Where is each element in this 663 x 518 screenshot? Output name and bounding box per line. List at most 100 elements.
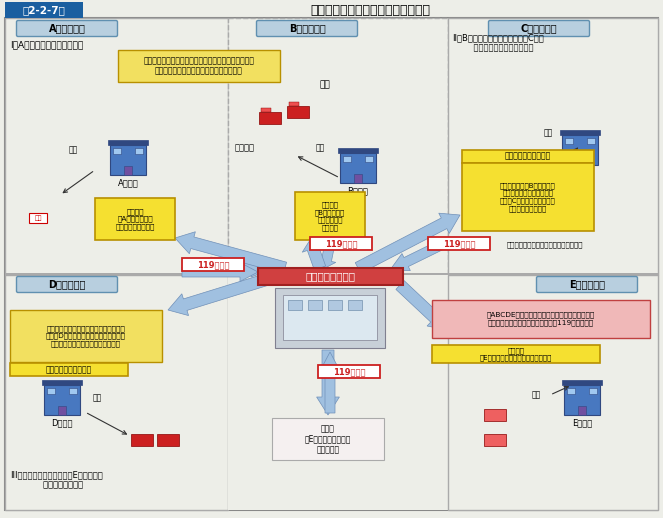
- Text: B市消防本部: B市消防本部: [288, 23, 326, 34]
- Bar: [283, 295, 377, 340]
- Bar: [560, 130, 600, 135]
- Bar: [288, 300, 302, 310]
- Text: 救急: 救急: [34, 215, 42, 221]
- Bar: [343, 156, 351, 162]
- Bar: [448, 275, 658, 510]
- Bar: [5, 18, 228, 275]
- Bar: [289, 102, 299, 106]
- Text: （応援協定に沿った申し合わせで応援）: （応援協定に沿った申し合わせで応援）: [507, 242, 583, 248]
- Bar: [562, 135, 598, 165]
- Bar: [287, 106, 309, 118]
- Text: 消防指令業務の共同運用のイメージ: 消防指令業務の共同運用のイメージ: [310, 4, 430, 17]
- FancyBboxPatch shape: [17, 277, 117, 293]
- Bar: [10, 310, 162, 362]
- Text: 出動指令
（A市消防本部の
出動計画に基づく）: 出動指令 （A市消防本部の 出動計画に基づく）: [115, 208, 154, 230]
- Bar: [110, 145, 146, 175]
- Bar: [310, 237, 372, 250]
- Text: 出動指令
（E市消防本部の出動計画に基づく）: 出動指令 （E市消防本部の出動計画に基づく）: [480, 347, 552, 361]
- Text: 交通事故: 交通事故: [235, 143, 255, 152]
- Text: 大災害
（E消防本部のみでの
対応不能）: 大災害 （E消防本部のみでの 対応不能）: [305, 424, 351, 454]
- Text: 出動: 出動: [544, 128, 553, 137]
- Text: 119番通報: 119番通報: [325, 239, 357, 248]
- Text: 出動指令（応援出動）: 出動指令（応援出動）: [46, 365, 92, 374]
- Bar: [157, 434, 179, 446]
- Bar: [348, 300, 362, 310]
- Text: E市消防本部: E市消防本部: [569, 280, 605, 290]
- Bar: [338, 148, 378, 153]
- Bar: [182, 258, 244, 271]
- Bar: [29, 213, 47, 223]
- Bar: [328, 300, 342, 310]
- Text: （ABCDEの５市が高機能な設備を備えたセンター
を一元的に整備。全管轄地域からの119番を受信）: （ABCDEの５市が高機能な設備を備えたセンター を一元的に整備。全管轄地域から…: [487, 312, 595, 326]
- Bar: [261, 108, 271, 112]
- Polygon shape: [302, 240, 326, 270]
- Polygon shape: [168, 274, 267, 315]
- Bar: [448, 18, 658, 275]
- Text: 出動: 出動: [316, 143, 325, 152]
- Bar: [5, 275, 228, 510]
- Text: III　災害の規模が大きく、E市のみでは
     対応が困難な場合: III 災害の規模が大きく、E市のみでは 対応が困難な場合: [10, 470, 103, 490]
- Text: 出動: 出動: [92, 394, 101, 402]
- Bar: [432, 300, 650, 338]
- Bar: [5, 273, 658, 275]
- Bar: [318, 365, 380, 378]
- FancyBboxPatch shape: [536, 277, 638, 293]
- Bar: [272, 418, 384, 460]
- Bar: [131, 434, 153, 446]
- Polygon shape: [210, 257, 270, 277]
- Text: D消防署: D消防署: [51, 419, 73, 427]
- Bar: [340, 153, 376, 183]
- Bar: [589, 388, 597, 394]
- Text: 第2-2-7図: 第2-2-7図: [23, 5, 66, 15]
- Polygon shape: [320, 352, 339, 413]
- Text: 出動: 出動: [68, 146, 78, 154]
- Text: 消防指令センター: 消防指令センター: [305, 271, 355, 281]
- Bar: [578, 406, 586, 415]
- Text: E消防署: E消防署: [572, 419, 592, 427]
- Bar: [576, 156, 584, 165]
- Bar: [5, 2, 83, 18]
- Bar: [484, 409, 506, 421]
- Bar: [135, 148, 143, 154]
- Bar: [58, 406, 66, 415]
- Bar: [565, 138, 573, 144]
- Text: C市消防本部: C市消防本部: [520, 23, 558, 34]
- Bar: [587, 138, 595, 144]
- Bar: [259, 112, 281, 124]
- Bar: [308, 300, 322, 310]
- Polygon shape: [390, 238, 448, 270]
- Text: 出動: 出動: [531, 391, 540, 399]
- Bar: [462, 150, 594, 163]
- Polygon shape: [317, 350, 339, 415]
- Bar: [124, 166, 132, 175]
- Bar: [484, 434, 506, 446]
- Bar: [113, 148, 121, 154]
- Text: 出動指令
（B市消防本部
の出動計画に
基づく）: 出動指令 （B市消防本部 の出動計画に 基づく）: [315, 202, 345, 231]
- Text: 119番通報: 119番通報: [443, 239, 475, 248]
- Text: 救急: 救急: [320, 80, 330, 90]
- Bar: [354, 174, 362, 183]
- Bar: [108, 140, 148, 145]
- Polygon shape: [355, 213, 460, 274]
- Bar: [295, 192, 365, 240]
- Text: II　B市での災害だが、地域的にC市で
    対応したほうが有効な場合: II B市での災害だが、地域的にC市で 対応したほうが有効な場合: [452, 33, 544, 52]
- Bar: [428, 237, 490, 250]
- Polygon shape: [182, 263, 258, 281]
- FancyBboxPatch shape: [489, 21, 589, 36]
- Text: 出動指令（応援出動）: 出動指令（応援出動）: [505, 151, 551, 161]
- Bar: [44, 385, 80, 415]
- Bar: [42, 380, 82, 385]
- Text: A消防署: A消防署: [117, 179, 139, 188]
- Bar: [365, 156, 373, 162]
- Bar: [432, 345, 600, 363]
- Bar: [258, 268, 403, 285]
- Text: I　A市のみで対応可能な場合: I A市のみで対応可能な場合: [10, 40, 84, 49]
- Text: D市消防本部: D市消防本部: [48, 280, 86, 290]
- Bar: [562, 380, 602, 385]
- Bar: [567, 388, 575, 394]
- Text: B消防署: B消防署: [347, 186, 369, 195]
- Bar: [10, 363, 128, 376]
- Text: 119番通報: 119番通報: [333, 367, 365, 376]
- Text: 指令センターは共同で運用するが、各消防本部はそれ
ぞれの出動計画に基づいて災害出動する。: 指令センターは共同で運用するが、各消防本部はそれ ぞれの出動計画に基づいて災害出…: [143, 56, 255, 76]
- FancyBboxPatch shape: [17, 21, 117, 36]
